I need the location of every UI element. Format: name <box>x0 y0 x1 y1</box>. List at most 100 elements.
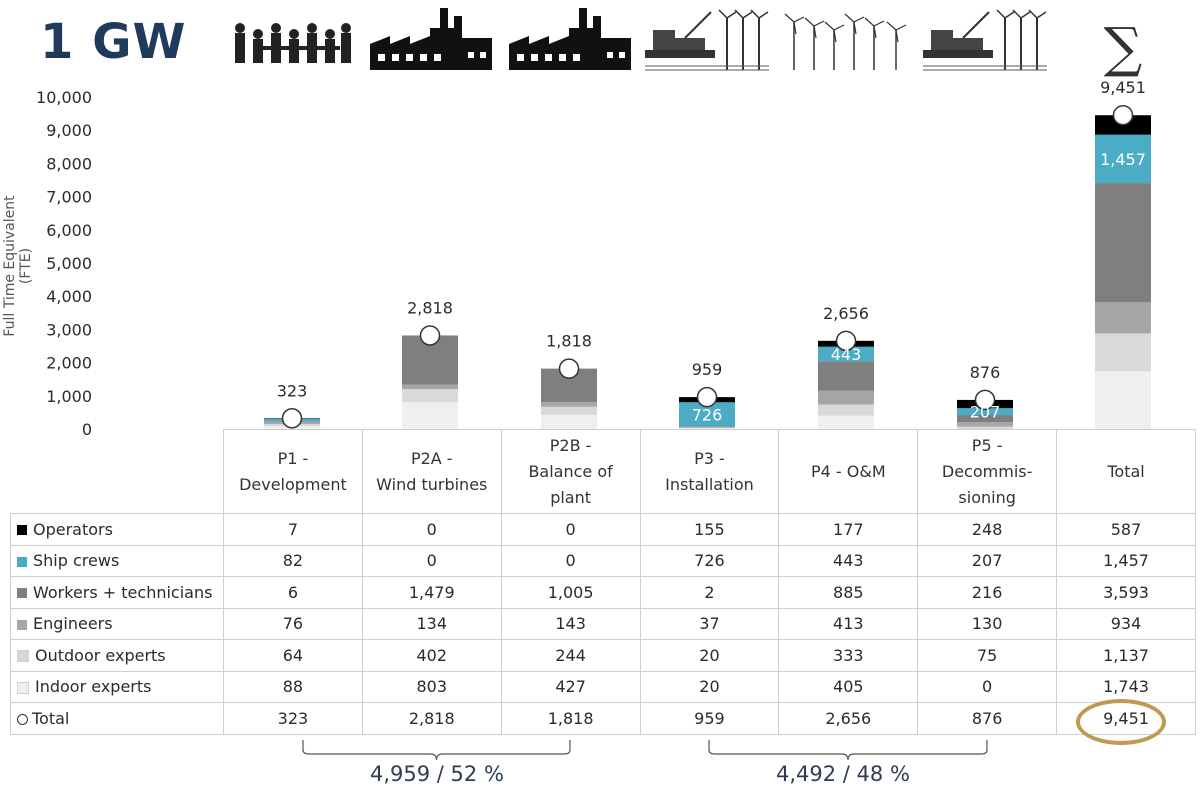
row-label: Engineers <box>10 607 224 640</box>
chart-title: 1 GW <box>40 14 187 70</box>
y-axis-label: Full Time Equivalent (FTE) <box>2 195 34 337</box>
column-header: P3 - Installation <box>639 429 780 514</box>
bar-segment <box>679 428 735 429</box>
table-cell: 216 <box>917 576 1058 609</box>
brackets <box>302 740 988 761</box>
y-tick-label: 3,000 <box>46 320 92 339</box>
data-table: P1 - Development P2A - Wind turbines P2B - Ba… <box>10 429 1196 735</box>
summary-left: 4,959 / 52 % <box>370 762 504 786</box>
offshore-vessel-icon <box>645 9 769 71</box>
table-cell: 0 <box>361 513 502 546</box>
table-cell: 88 <box>223 670 363 703</box>
bar-segment <box>1095 333 1151 372</box>
table-cell: 885 <box>778 576 919 609</box>
table-cell: 587 <box>1056 513 1196 546</box>
row-label-text: Engineers <box>33 614 113 634</box>
y-axis: 01,0002,0003,0004,0005,0006,0007,0008,00… <box>36 88 92 439</box>
bar-segment <box>957 422 1013 427</box>
bar-segment <box>402 402 458 429</box>
table-cell: 6 <box>223 576 363 609</box>
table-cell: 3,593 <box>1056 576 1196 609</box>
legend-swatch <box>17 556 27 567</box>
table-cell: 143 <box>500 607 641 640</box>
total-highlight-ellipse <box>1076 699 1166 745</box>
bar-segment <box>1095 371 1151 429</box>
table-cell: 1,137 <box>1056 639 1196 672</box>
table-cell: 959 <box>639 702 780 735</box>
total-marker <box>281 408 303 429</box>
bar-segment <box>541 401 597 407</box>
total-label: 2,656 <box>823 304 869 323</box>
bar-segment <box>818 415 874 429</box>
legend-swatch <box>17 525 27 536</box>
bar-segment <box>957 415 1013 423</box>
segment-label: 726 <box>692 405 723 424</box>
sum-symbol: ∑ <box>1104 16 1143 79</box>
row-label-text: Workers + technicians <box>33 582 213 602</box>
y-tick-label: 1,000 <box>46 387 92 406</box>
table-cell: 0 <box>500 544 641 577</box>
bar-segment <box>818 361 874 391</box>
column-header: P5 - Decommis-sioning <box>917 429 1058 514</box>
table-row: Indoor experts 88 803 427 20 405 0 1,743 <box>10 670 1196 703</box>
bar-labels: 323 2,818 1,818 959 2,656 876 9,451 726 443 207 1,… <box>277 16 1146 429</box>
table-row: Operators 7 0 0 155 177 248 587 <box>10 513 1196 546</box>
table-cell: 402 <box>361 639 502 672</box>
table-cell: 130 <box>917 607 1058 640</box>
summary-bracket <box>708 740 988 761</box>
total-label: 876 <box>970 363 1001 382</box>
factory-icon <box>509 8 631 70</box>
table-cell: 2,818 <box>361 702 502 735</box>
table-cell: 155 <box>639 513 780 546</box>
y-tick-label: 10,000 <box>36 88 92 107</box>
table-cell: 20 <box>639 639 780 672</box>
total-marker <box>419 325 441 346</box>
bar-segment <box>818 390 874 405</box>
row-label: Ship crews <box>10 544 224 577</box>
column-header: P2A - Wind turbines <box>361 429 502 514</box>
row-label-text: Operators <box>33 519 113 539</box>
y-tick-label: 6,000 <box>46 221 92 240</box>
row-label: Operators <box>10 513 224 546</box>
table-cell: 443 <box>778 544 919 577</box>
table-cell: 427 <box>500 670 641 703</box>
column-header: Total <box>1056 429 1196 514</box>
table-cell: 82 <box>223 544 363 577</box>
legend-swatch <box>17 619 27 630</box>
table-cell: 2 <box>639 576 780 609</box>
table-cell: 76 <box>223 607 363 640</box>
row-label: Indoor experts <box>10 670 224 703</box>
table-cell: 244 <box>500 639 641 672</box>
y-tick-label: 4,000 <box>46 287 92 306</box>
segment-label: 207 <box>970 403 1001 422</box>
total-label: 323 <box>277 381 308 400</box>
legend-swatch <box>17 588 27 599</box>
y-tick-label: 9,000 <box>46 121 92 140</box>
table-cell: 726 <box>639 544 780 577</box>
row-label: Workers + technicians <box>10 576 224 609</box>
row-label-text: Ship crews <box>33 551 120 571</box>
total-marker <box>558 358 580 379</box>
total-marker <box>696 386 718 408</box>
total-circle-icon <box>17 713 28 725</box>
total-marker <box>835 330 857 352</box>
table-cell: 207 <box>917 544 1058 577</box>
offshore-vessel-icon <box>923 9 1047 71</box>
column-header: P4 - O&M <box>778 429 919 514</box>
summary-bracket <box>302 740 571 761</box>
row-label: Outdoor experts <box>10 639 224 672</box>
y-tick-label: 8,000 <box>46 154 92 173</box>
bar-segment <box>818 346 874 362</box>
table-cell: 0 <box>361 544 502 577</box>
table-row: Ship crews 82 0 0 726 443 207 1,457 <box>10 544 1196 577</box>
total-label: 2,818 <box>407 298 453 317</box>
table-cell: 37 <box>639 607 780 640</box>
factory-icon <box>370 8 492 70</box>
y-tick-label: 7,000 <box>46 188 92 207</box>
total-marker <box>1112 104 1134 126</box>
table-cell: 1,818 <box>500 702 641 735</box>
bar-segment <box>679 427 735 429</box>
bar-segment <box>402 388 458 403</box>
header-icons <box>235 8 1047 71</box>
total-label: 959 <box>692 360 723 379</box>
